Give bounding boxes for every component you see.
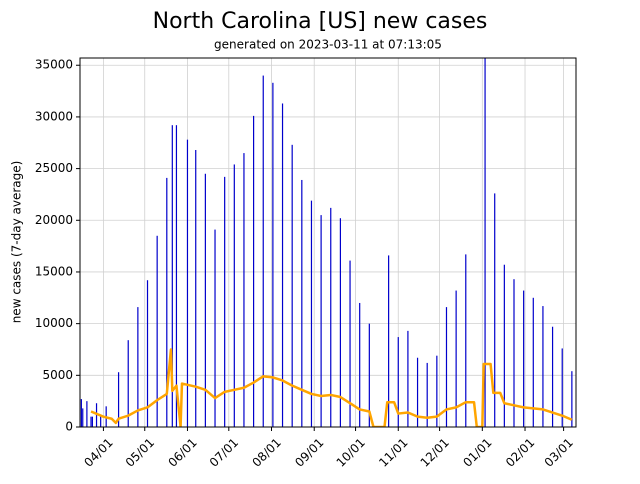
y-tick-label: 35000 bbox=[35, 58, 73, 72]
y-tick-label: 25000 bbox=[35, 161, 73, 175]
bar bbox=[156, 235, 158, 427]
bar bbox=[513, 279, 515, 427]
y-tick-label: 20000 bbox=[35, 213, 73, 227]
bar bbox=[436, 355, 438, 427]
bar bbox=[310, 200, 313, 427]
bar bbox=[86, 401, 88, 427]
bar bbox=[301, 179, 303, 427]
bar bbox=[339, 218, 341, 427]
chart-subtitle: generated on 2023-03-11 at 07:13:05 bbox=[214, 38, 442, 52]
bar bbox=[253, 115, 255, 427]
bar bbox=[465, 254, 467, 427]
bar bbox=[127, 340, 129, 427]
bar bbox=[388, 255, 390, 427]
y-axis-label: new cases (7-day average) bbox=[10, 161, 24, 324]
bar bbox=[416, 357, 419, 427]
bar bbox=[368, 323, 370, 427]
bar bbox=[90, 416, 92, 427]
bar bbox=[281, 103, 284, 427]
bar bbox=[166, 177, 168, 427]
bar bbox=[330, 207, 332, 427]
bar bbox=[171, 125, 173, 427]
y-tick-label: 10000 bbox=[35, 316, 73, 330]
plot-area bbox=[80, 58, 573, 427]
bar bbox=[80, 399, 82, 427]
bar bbox=[397, 337, 399, 427]
y-tick-label: 30000 bbox=[35, 109, 73, 123]
y-tick-label: 0 bbox=[65, 420, 73, 434]
bar bbox=[551, 326, 554, 427]
bar bbox=[426, 362, 428, 427]
bar bbox=[320, 215, 322, 427]
bar bbox=[523, 290, 525, 427]
bar bbox=[243, 153, 245, 427]
bar bbox=[503, 264, 505, 427]
bar bbox=[175, 125, 178, 427]
bar bbox=[214, 229, 216, 427]
line bbox=[90, 348, 573, 427]
y-tick-label: 15000 bbox=[35, 264, 73, 278]
bar bbox=[484, 58, 486, 427]
bar bbox=[91, 416, 93, 427]
bar bbox=[195, 149, 197, 427]
bar bbox=[204, 173, 206, 427]
bar bbox=[291, 144, 293, 427]
chart-title: North Carolina [US] new cases bbox=[153, 9, 488, 34]
bar bbox=[262, 75, 264, 427]
bar bbox=[186, 139, 189, 427]
bar bbox=[82, 408, 84, 427]
bar bbox=[272, 82, 274, 427]
bar bbox=[100, 415, 102, 427]
bar bbox=[233, 164, 235, 427]
bar bbox=[146, 280, 149, 427]
bar bbox=[532, 297, 534, 427]
y-tick-label: 5000 bbox=[42, 368, 73, 382]
bar bbox=[494, 193, 496, 427]
bar bbox=[359, 302, 361, 427]
bar bbox=[542, 306, 544, 427]
bar bbox=[455, 290, 457, 427]
plot-frame bbox=[79, 57, 577, 428]
bar bbox=[224, 176, 226, 427]
bar bbox=[407, 330, 409, 427]
bar bbox=[349, 260, 351, 427]
bar bbox=[561, 348, 563, 427]
bar bbox=[117, 372, 120, 427]
bar bbox=[137, 307, 139, 427]
bar bbox=[571, 371, 573, 427]
bar bbox=[445, 307, 448, 427]
